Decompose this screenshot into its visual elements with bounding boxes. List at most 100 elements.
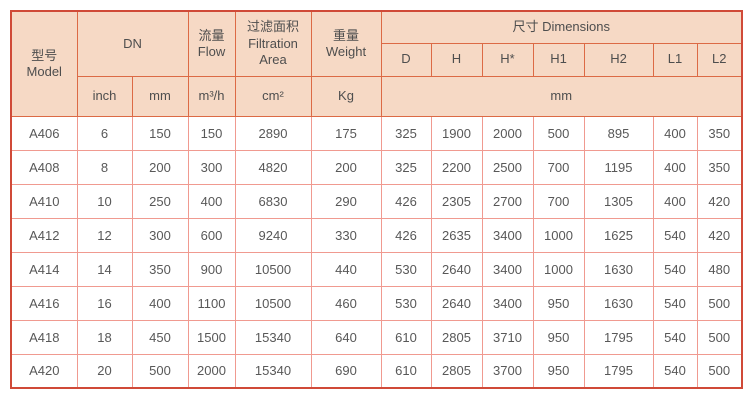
value-cell: 200 [131, 149, 189, 185]
header-dim-h: H [430, 42, 483, 77]
value-cell: 540 [652, 353, 698, 389]
model-cell: A414 [10, 251, 78, 287]
model-cell: A416 [10, 285, 78, 321]
header-flow: 流量 Flow [187, 10, 236, 77]
model-cell: A410 [10, 183, 78, 219]
header-row-2: D H H* H1 H2 L1 L2 [11, 42, 743, 77]
value-cell: 12 [76, 217, 133, 253]
value-cell: 700 [532, 149, 585, 185]
value-cell: 950 [532, 319, 585, 355]
value-cell: 10500 [234, 285, 312, 321]
value-cell: 16 [76, 285, 133, 321]
value-cell: 3700 [481, 353, 534, 389]
value-cell: 540 [652, 217, 698, 253]
value-cell: 690 [310, 353, 382, 389]
value-cell: 530 [380, 251, 432, 287]
value-cell: 3400 [481, 285, 534, 321]
model-cell: A420 [10, 353, 78, 389]
value-cell: 150 [131, 115, 189, 151]
header-weight: 重量 Weight [310, 10, 382, 77]
value-cell: 1795 [583, 319, 654, 355]
value-cell: 540 [652, 251, 698, 287]
value-cell: 440 [310, 251, 382, 287]
value-cell: 400 [652, 149, 698, 185]
value-cell: 500 [696, 353, 743, 389]
unit-flow: m³/h [187, 75, 236, 117]
spec-table: 型号 Model DN 流量 Flow 过滤面积 Filtration Area… [10, 10, 743, 389]
value-cell: 500 [696, 285, 743, 321]
value-cell: 1100 [187, 285, 236, 321]
table-row: A410 10 250 400 6830 290 426 2305 2700 700 1305 400… [10, 183, 743, 219]
header-dim-l2: L2 [696, 42, 743, 77]
value-cell: 8 [76, 149, 133, 185]
header-row-1: 型号 Model DN 流量 Flow 过滤面积 Filtration Area… [10, 10, 743, 117]
header-dim-d: D [380, 42, 432, 77]
value-cell: 640 [310, 319, 382, 355]
value-cell: 20 [76, 353, 133, 389]
value-cell: 9240 [234, 217, 312, 253]
value-cell: 1900 [430, 115, 483, 151]
value-cell: 10500 [234, 251, 312, 287]
header-dimensions: 尺寸 Dimensions [380, 10, 743, 44]
value-cell: 900 [187, 251, 236, 287]
value-cell: 2000 [481, 115, 534, 151]
unit-area: cm² [234, 75, 312, 117]
value-cell: 2635 [430, 217, 483, 253]
value-cell: 500 [532, 115, 585, 151]
value-cell: 1500 [187, 319, 236, 355]
value-cell: 500 [131, 353, 189, 389]
value-cell: 420 [696, 217, 743, 253]
value-cell: 500 [696, 319, 743, 355]
value-cell: 530 [380, 285, 432, 321]
value-cell: 1795 [583, 353, 654, 389]
value-cell: 175 [310, 115, 382, 151]
value-cell: 300 [187, 149, 236, 185]
table-row: A408 8 200 300 4820 200 325 2200 2500 700 1195 400 3… [10, 149, 743, 185]
value-cell: 480 [696, 251, 743, 287]
value-cell: 426 [380, 217, 432, 253]
value-cell: 420 [696, 183, 743, 219]
value-cell: 2000 [187, 353, 236, 389]
value-cell: 350 [696, 115, 743, 151]
value-cell: 200 [310, 149, 382, 185]
model-cell: A412 [10, 217, 78, 253]
value-cell: 250 [131, 183, 189, 219]
value-cell: 4820 [234, 149, 312, 185]
header-filtration-area: 过滤面积 Filtration Area [234, 10, 312, 77]
value-cell: 2890 [234, 115, 312, 151]
value-cell: 14 [76, 251, 133, 287]
value-cell: 400 [652, 115, 698, 151]
table-row: A416 16 400 1100 10500 460 530 2640 3400 950 1630 5… [10, 285, 743, 321]
value-cell: 540 [652, 285, 698, 321]
unit-dimensions-mm: mm [380, 75, 743, 117]
value-cell: 2200 [430, 149, 483, 185]
value-cell: 700 [532, 183, 585, 219]
value-cell: 2805 [430, 353, 483, 389]
value-cell: 895 [583, 115, 654, 151]
header-dn: DN [76, 10, 189, 77]
table-row: A414 14 350 900 10500 440 530 2640 3400 1000 1630 5… [10, 251, 743, 287]
value-cell: 3400 [481, 251, 534, 287]
value-cell: 610 [380, 353, 432, 389]
model-cell: A408 [10, 149, 78, 185]
header-dim-h1: H1 [532, 42, 585, 77]
value-cell: 400 [187, 183, 236, 219]
value-cell: 1305 [583, 183, 654, 219]
value-cell: 2305 [430, 183, 483, 219]
value-cell: 15340 [234, 353, 312, 389]
table-body: A406 6 150 150 2890 175 325 1900 2000 500 895 400 35… [10, 115, 743, 389]
value-cell: 350 [131, 251, 189, 287]
value-cell: 400 [652, 183, 698, 219]
value-cell: 950 [532, 353, 585, 389]
value-cell: 2640 [430, 251, 483, 287]
value-cell: 300 [131, 217, 189, 253]
value-cell: 3710 [481, 319, 534, 355]
value-cell: 610 [380, 319, 432, 355]
value-cell: 330 [310, 217, 382, 253]
table-row: A412 12 300 600 9240 330 426 2635 3400 1000 1625 54… [10, 217, 743, 253]
value-cell: 2805 [430, 319, 483, 355]
value-cell: 1000 [532, 251, 585, 287]
value-cell: 450 [131, 319, 189, 355]
value-cell: 10 [76, 183, 133, 219]
